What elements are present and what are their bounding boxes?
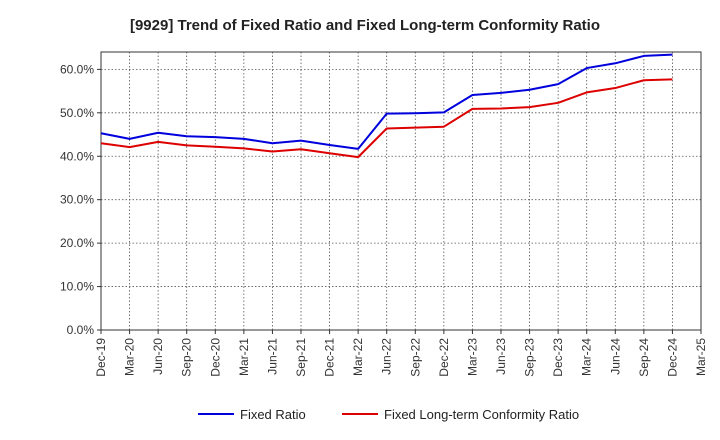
plot-border — [100, 51, 702, 331]
x-tick-label: Dec-22 — [437, 338, 451, 377]
x-tick-label: Dec-19 — [94, 338, 108, 377]
series-line-fixed-ratio — [100, 53, 673, 150]
legend-label: Fixed Long-term Conformity Ratio — [384, 407, 579, 422]
y-tick-label: 50.0% — [60, 106, 94, 120]
y-tick-label: 10.0% — [60, 280, 94, 294]
series-line-fixed-long-term-conformity-ratio — [100, 78, 673, 159]
x-tick-label: Sep-20 — [180, 338, 194, 377]
x-tick-label: Dec-20 — [208, 338, 222, 377]
x-tick-label: Mar-21 — [237, 338, 251, 376]
x-tick-label: Jun-20 — [151, 338, 165, 375]
x-tick-label: Sep-24 — [637, 338, 651, 377]
y-axis: 0.0% 10.0% 20.0% 30.0% 40.0% 50.0% 60.0% — [60, 62, 101, 337]
x-tick-label: Mar-25 — [694, 338, 708, 376]
x-tick-label: Mar-20 — [123, 338, 137, 376]
x-tick-label: Dec-23 — [551, 338, 565, 377]
x-tick-label: Sep-21 — [294, 338, 308, 377]
plot-area — [101, 52, 701, 330]
x-tick-label: Mar-23 — [465, 338, 479, 376]
y-tick-label: 0.0% — [67, 323, 95, 337]
y-tick-label: 20.0% — [60, 236, 94, 250]
y-tick-label: 40.0% — [60, 149, 94, 163]
x-tick-label: Dec-24 — [665, 338, 679, 377]
grid — [101, 52, 701, 330]
x-tick-label: Mar-24 — [580, 338, 594, 376]
series-group — [100, 53, 673, 159]
y-tick-label: 30.0% — [60, 193, 94, 207]
x-tick-label: Jun-24 — [608, 338, 622, 375]
x-tick-label: Dec-21 — [323, 338, 337, 377]
x-tick-label: Mar-22 — [351, 338, 365, 376]
chart-title: [9929] Trend of Fixed Ratio and Fixed Lo… — [130, 17, 600, 34]
x-tick-label: Jun-22 — [380, 338, 394, 375]
x-tick-label: Jun-23 — [494, 338, 508, 375]
x-tick-label: Sep-22 — [408, 338, 422, 377]
x-tick-label: Jun-21 — [265, 338, 279, 375]
legend: Fixed Ratio Fixed Long-term Conformity Ra… — [198, 407, 579, 422]
legend-label: Fixed Ratio — [240, 407, 306, 422]
y-tick-label: 60.0% — [60, 62, 94, 76]
x-axis: Dec-19 Mar-20 Jun-20 Sep-20 Dec-20 Mar-21 Jun-… — [94, 330, 708, 377]
x-tick-label: Sep-23 — [523, 338, 537, 377]
